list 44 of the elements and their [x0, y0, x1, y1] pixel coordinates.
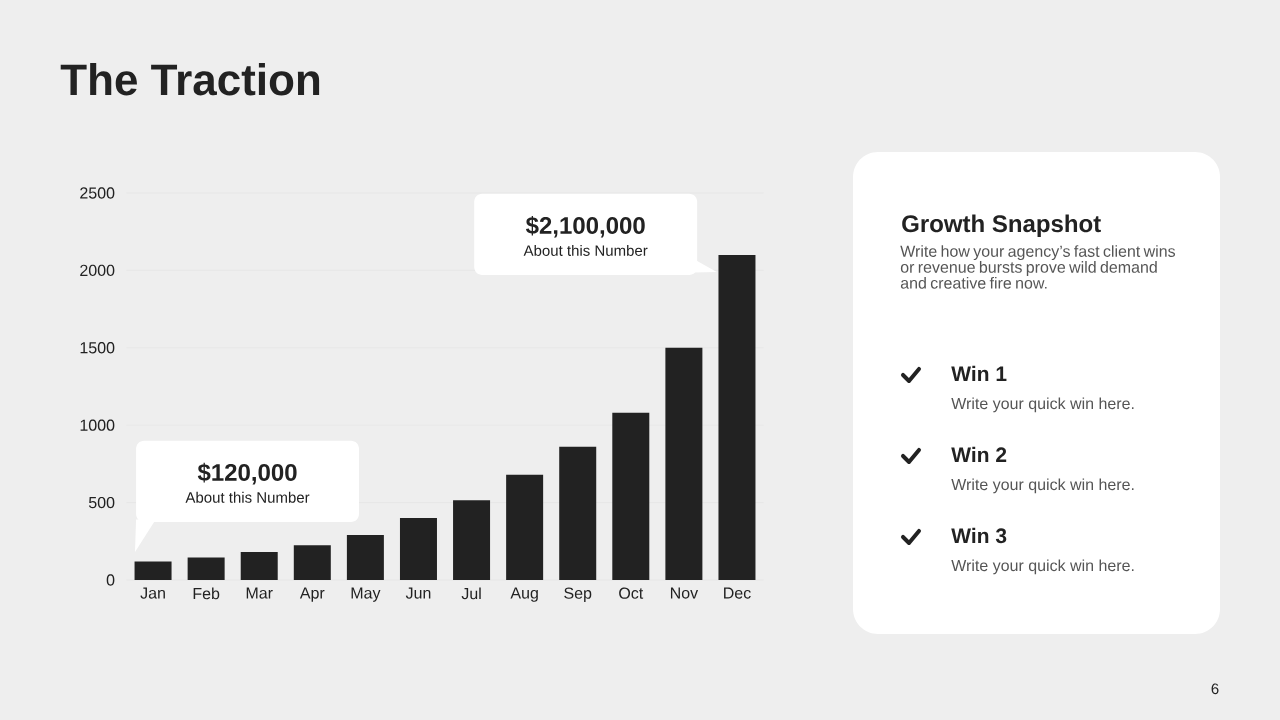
x-tick-label: May [351, 587, 381, 602]
text: 6 [1211, 683, 1219, 695]
x-tick-label: Aug [510, 587, 538, 602]
text: Win 2 [951, 446, 1007, 462]
x-tick-label: Apr [299, 587, 325, 602]
text: Growth Snapshot [902, 214, 1101, 237]
bar [506, 474, 544, 580]
y-tick-label: 1500 [80, 342, 115, 354]
annotation: $120,000 [197, 462, 297, 485]
text: Win 1 [951, 365, 1007, 381]
y-tick-label: 0 [106, 574, 115, 586]
y-tick-label: 2000 [80, 264, 115, 277]
annotation: $2,100,000 [525, 215, 645, 238]
text: Write your quick win here. [951, 559, 1134, 575]
text: Write your quick win here. [951, 397, 1134, 413]
bar [346, 535, 384, 580]
x-tick-label: Mar [246, 587, 273, 599]
x-tick-label: Jan [140, 587, 165, 599]
y-tick-label: 1000 [80, 419, 115, 431]
annotation: About this Number [523, 244, 648, 256]
x-tick-label: Jul [461, 587, 481, 600]
x-tick-label: Nov [670, 587, 699, 599]
bar [399, 518, 437, 580]
bar [134, 561, 172, 580]
chart-title: The Traction [60, 63, 320, 96]
x-tick-label: Sep [564, 587, 592, 602]
x-tick-label: Feb [193, 587, 220, 600]
y-tick-label: 2500 [80, 187, 115, 199]
text: Write your quick win here. [951, 478, 1134, 494]
x-tick-label: Oct [619, 587, 644, 599]
bar [665, 347, 703, 580]
bar [187, 557, 225, 580]
bar [293, 545, 331, 580]
text: Write how your agency’s fast client wins or revenue bursts prove wild demand and creative fire now. [900, 245, 1176, 289]
bar [559, 446, 597, 580]
bar [453, 500, 491, 580]
text: Win 3 [951, 527, 1007, 544]
annotation: About this Number [185, 491, 310, 503]
bar [718, 254, 756, 580]
y-tick-label: 500 [88, 496, 115, 509]
bar [240, 552, 278, 580]
x-tick-label: Jun [405, 587, 431, 599]
bar [612, 412, 650, 580]
x-tick-label: Dec [724, 587, 751, 599]
